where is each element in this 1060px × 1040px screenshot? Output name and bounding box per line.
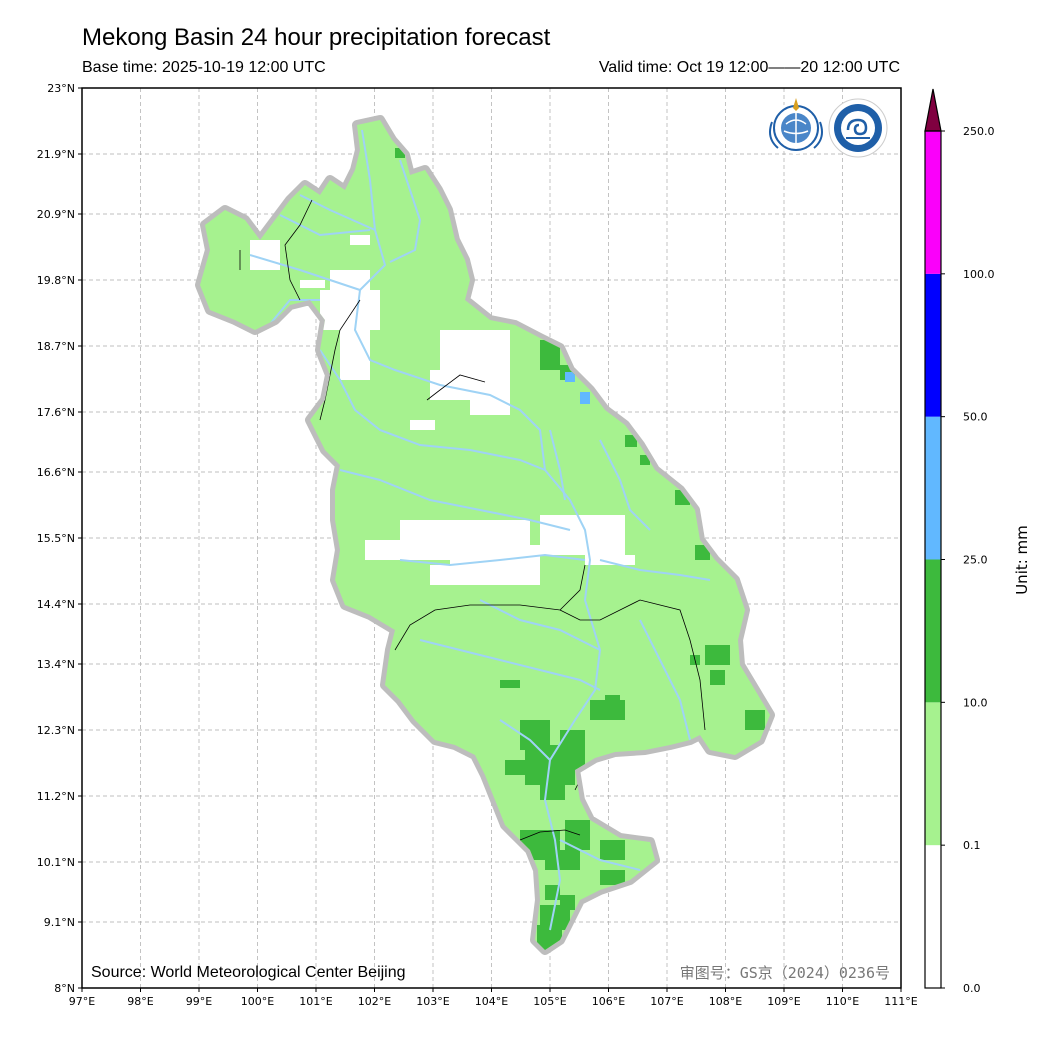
lon-tick-label: 106°E	[592, 995, 625, 1008]
lat-tick-label: 8°N	[54, 982, 75, 995]
colorbar-unit-label: Unit: mm	[1013, 525, 1031, 595]
colorbar-tick-label: 25.0	[963, 554, 988, 567]
colorbar-tick-label: 100.0	[963, 268, 995, 281]
colorbar-segment	[925, 845, 941, 988]
colorbar-segment	[925, 702, 941, 846]
colorbar-tick-label: 0.1	[963, 839, 981, 852]
colorbar-segment	[925, 273, 941, 417]
lat-tick-label: 13.4°N	[37, 658, 75, 671]
lon-tick-label: 107°E	[650, 995, 683, 1008]
rivers	[249, 129, 711, 931]
national-borders	[239, 199, 706, 841]
colorbar: 0.0 0.1 10.0 25.0 50.0 100.0 250.0	[924, 88, 995, 995]
lon-tick-label: 101°E	[299, 995, 332, 1008]
lon-tick-label: 105°E	[533, 995, 566, 1008]
lat-tick-label: 17.6°N	[37, 406, 75, 419]
lat-tick-label: 21.9°N	[37, 148, 75, 161]
lon-tick-label: 99°E	[186, 995, 212, 1008]
lon-tick-label: 110°E	[826, 995, 859, 1008]
lon-tick-label: 98°E	[127, 995, 153, 1008]
lat-tick-label: 9.1°N	[44, 916, 75, 929]
lat-tick-label: 18.7°N	[37, 340, 75, 353]
heavy-rain-areas	[565, 372, 590, 404]
lon-tick-label: 102°E	[358, 995, 391, 1008]
base-time-label: Base time: 2025-10-19 12:00 UTC	[82, 59, 326, 76]
colorbar-segment	[925, 131, 941, 274]
lat-tick-label: 14.4°N	[37, 598, 75, 611]
dry-areas	[250, 235, 635, 585]
colorbar-extension	[924, 88, 942, 132]
colorbar-tick-label: 0.0	[963, 982, 981, 995]
source-label: Source: World Meteorological Center Beij…	[91, 964, 406, 981]
map-frame	[81, 87, 902, 989]
lat-tick-label: 15.5°N	[37, 532, 75, 545]
wmo-logo	[769, 98, 823, 154]
lat-tick-label: 20.9°N	[37, 208, 75, 221]
colorbar-tick-label: 250.0	[963, 125, 995, 138]
lat-tick-label: 11.2°N	[37, 790, 75, 803]
colorbar-tick-label: 50.0	[963, 411, 988, 424]
lon-tick-label: 108°E	[709, 995, 742, 1008]
lat-tick-label: 16.6°N	[37, 466, 75, 479]
graticule: 97°E 98°E 99°E 100°E 101°E 102°E 103°E 104°E 105…	[37, 82, 918, 1008]
review-number: 审图号：GS京（2024）0236号	[680, 964, 890, 982]
lon-tick-label: 111°E	[884, 995, 917, 1008]
lon-tick-label: 100°E	[241, 995, 274, 1008]
valid-time-label: Valid time: Oct 19 12:00——20 12:00 UTC	[598, 59, 900, 76]
lat-tick-label: 10.1°N	[37, 856, 75, 869]
lon-tick-label: 97°E	[69, 995, 95, 1008]
cma-logo	[828, 98, 888, 158]
colorbar-segment	[925, 559, 941, 703]
lat-tick-label: 23°N	[47, 82, 75, 95]
colorbar-tick-label: 10.0	[963, 696, 988, 709]
lon-tick-label: 104°E	[475, 995, 508, 1008]
lon-tick-label: 109°E	[767, 995, 800, 1008]
map-title: Mekong Basin 24 hour precipitation forec…	[82, 24, 551, 51]
lon-tick-label: 103°E	[416, 995, 449, 1008]
lat-tick-label: 19.8°N	[37, 274, 75, 287]
lat-tick-label: 12.3°N	[37, 724, 75, 737]
colorbar-segment	[925, 416, 941, 560]
